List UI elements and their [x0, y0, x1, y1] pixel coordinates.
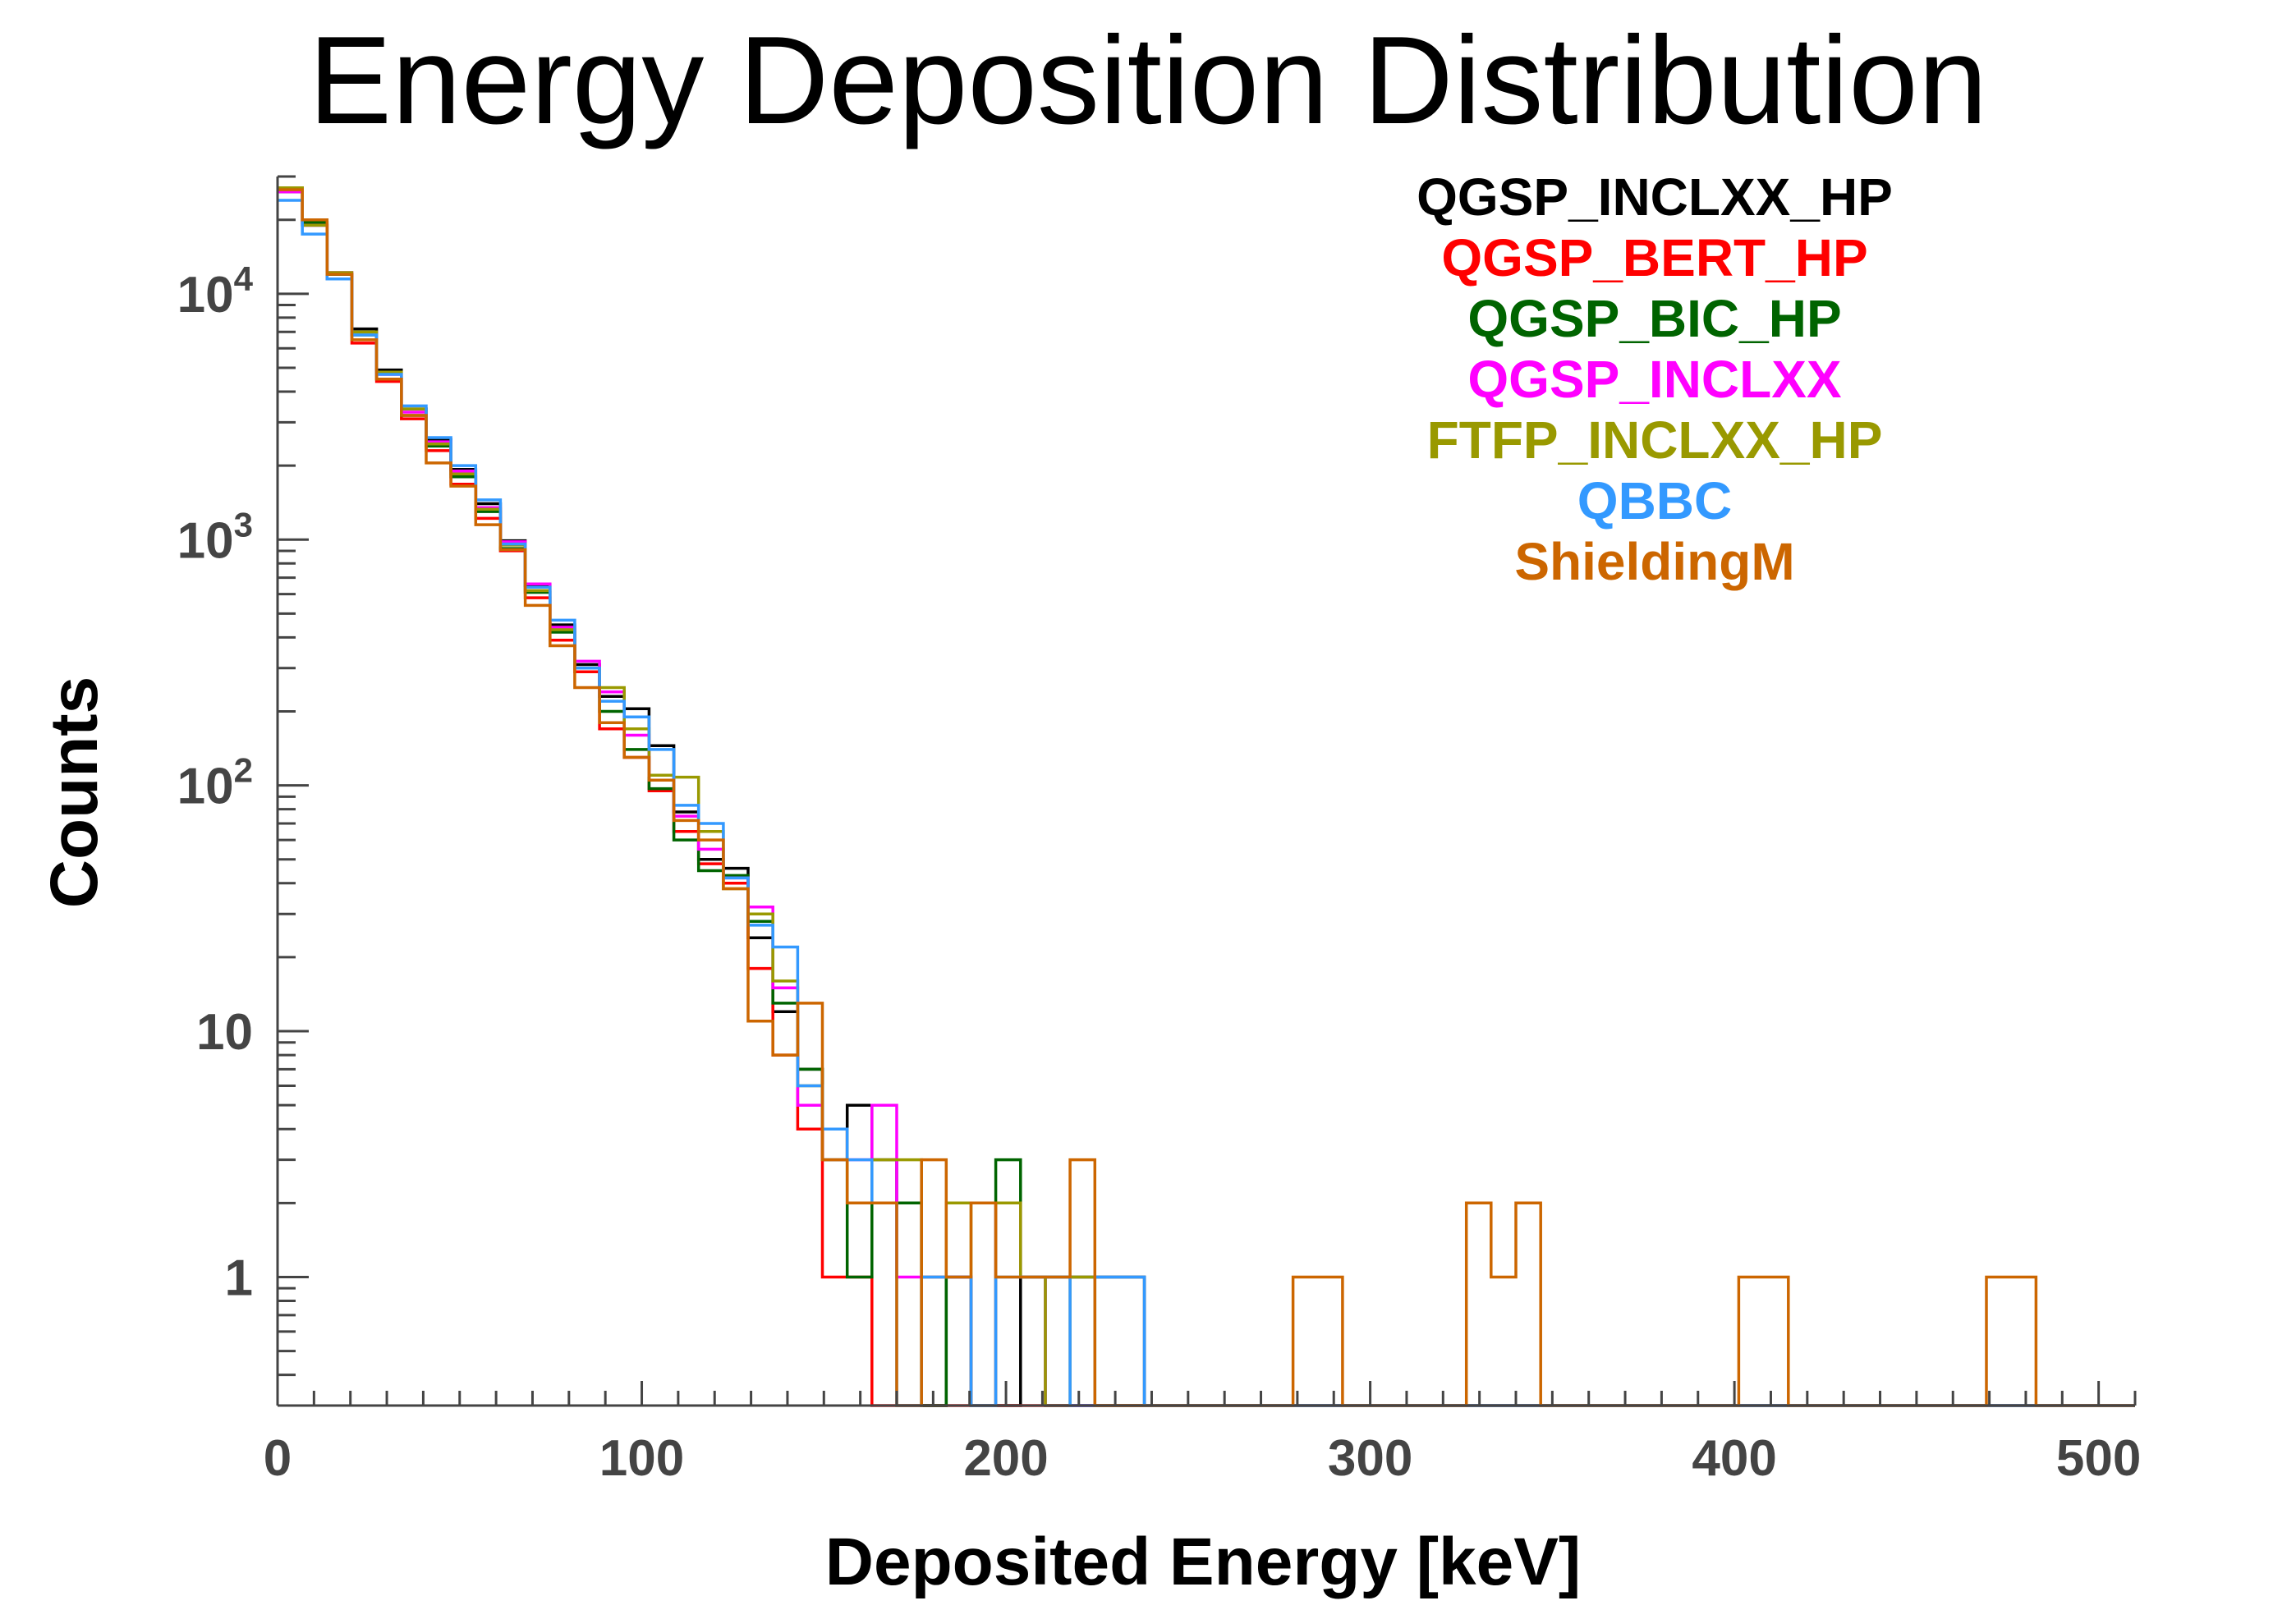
y-tick-label: 10: [196, 1004, 253, 1061]
chart-title: Energy Deposition Distribution: [309, 11, 1988, 150]
y-axis: 1 10 102 103 104: [177, 175, 309, 1407]
y-tick-label: 104: [177, 259, 254, 323]
y-axis-label: Counts: [37, 676, 112, 908]
series-line-qgsp-bic-hp: [278, 188, 2135, 1407]
plot-frame: [278, 177, 2135, 1406]
y-tick-label: 1: [225, 1250, 253, 1306]
x-tick-label: 300: [1328, 1430, 1412, 1487]
plot-area: [276, 177, 2135, 1407]
legend-entry-qbbc: QBBC: [1577, 471, 1732, 530]
series-line-qgsp-inclxx-hp: [278, 190, 2135, 1407]
x-tick-label: 200: [963, 1430, 1048, 1487]
x-tick-label: 100: [599, 1430, 684, 1487]
series-line-qbbc: [278, 199, 2135, 1407]
legend-entry-qgsp-bert-hp: QGSP_BERT_HP: [1441, 228, 1867, 287]
series-line-qgsp-bert-hp: [278, 186, 2135, 1407]
x-axis-label: Deposited Energy [keV]: [825, 1525, 1581, 1599]
legend-entry-shieldingm: ShieldingM: [1514, 532, 1794, 591]
x-tick-label: 0: [264, 1430, 292, 1487]
legend-entry-qgsp-inclxx: QGSP_INCLXX: [1467, 350, 1842, 409]
series-line-ftfp-inclxx-hp: [278, 186, 2135, 1407]
legend: QGSP_INCLXX_HPQGSP_BERT_HPQGSP_BIC_HPQGS…: [1417, 167, 1893, 591]
x-axis: 0 100 200 300 400 500: [264, 1381, 2141, 1487]
x-tick-label: 400: [1692, 1430, 1776, 1487]
x-tick-label: 500: [2056, 1430, 2141, 1487]
y-tick-label: 102: [177, 751, 253, 815]
series-line-qgsp-inclxx: [278, 190, 2135, 1407]
legend-entry-qgsp-bic-hp: QGSP_BIC_HP: [1467, 289, 1841, 348]
y-tick-label: 103: [177, 505, 253, 569]
series-line-shieldingm: [278, 188, 2135, 1407]
legend-entry-qgsp-inclxx-hp: QGSP_INCLXX_HP: [1417, 167, 1893, 227]
legend-entry-ftfp-inclxx-hp: FTFP_INCLXX_HP: [1427, 410, 1883, 470]
